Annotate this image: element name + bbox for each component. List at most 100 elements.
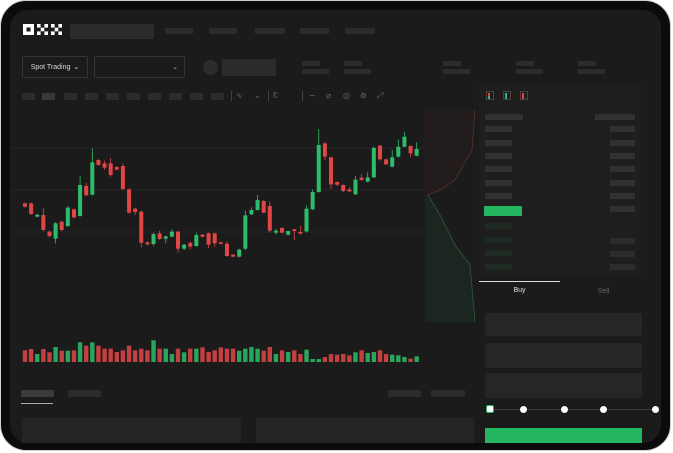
nav-item[interactable]: [300, 28, 329, 34]
candle-body: [96, 160, 101, 166]
ask-amount: [610, 206, 635, 212]
tab-buy[interactable]: Buy: [513, 287, 526, 294]
depth-asks-area: [425, 110, 475, 195]
volume-bar: [53, 347, 58, 362]
bid-price: [485, 250, 512, 256]
timeframe-button[interactable]: [106, 93, 119, 100]
tab-order-history[interactable]: [68, 390, 101, 397]
tab-open-orders[interactable]: [21, 390, 54, 397]
candle-body: [237, 249, 242, 257]
tab-underline: [479, 281, 560, 282]
asks-only-icon[interactable]: [520, 91, 528, 100]
nav-item[interactable]: [345, 28, 375, 34]
camera-icon[interactable]: ◎: [343, 91, 350, 100]
volume-bar: [310, 359, 315, 362]
candle-body: [71, 209, 76, 218]
chevron-down-icon: ⌄: [73, 64, 80, 71]
volume-bar: [237, 350, 242, 362]
pair-name-placeholder: [222, 59, 276, 76]
bid-amount: [610, 238, 635, 244]
amount-input[interactable]: [485, 343, 642, 368]
volume-bar: [353, 352, 358, 362]
candle-body: [261, 201, 266, 213]
timeframe-button[interactable]: [64, 93, 77, 100]
volume-bar: [279, 350, 285, 362]
candle-body: [139, 211, 144, 243]
timeframe-button[interactable]: [211, 93, 224, 100]
tab-sell[interactable]: Sell: [597, 288, 610, 295]
volume-bar: [114, 352, 119, 362]
slider-step-75[interactable]: [600, 406, 607, 413]
volume-bar: [414, 356, 419, 362]
timeframe-button[interactable]: [169, 93, 182, 100]
settings-icon[interactable]: ⊚: [360, 91, 367, 100]
candle-body: [114, 167, 119, 170]
buy-button[interactable]: [485, 428, 642, 443]
ask-amount: [610, 180, 635, 186]
indicator-icon[interactable]: ∿: [236, 91, 243, 100]
ask-amount: [610, 166, 635, 172]
candle-body: [151, 234, 156, 245]
ask-price: [485, 180, 512, 186]
pair-dropdown[interactable]: ⌄: [94, 56, 185, 78]
volume-bar: [255, 348, 260, 362]
candle-body: [384, 159, 389, 165]
volume-bar: [396, 355, 401, 362]
timeframe-button[interactable]: [42, 93, 55, 100]
volume-bar: [181, 352, 187, 362]
volume-bar: [285, 352, 291, 362]
volume-bar: [102, 348, 107, 362]
slider-step-50[interactable]: [561, 406, 568, 413]
search-box[interactable]: [70, 24, 154, 39]
timeframe-button[interactable]: [85, 93, 98, 100]
volume-bar: [84, 345, 89, 362]
spot-trading-label: Spot Trading: [30, 63, 71, 71]
timeframe-button[interactable]: [22, 93, 35, 100]
candle-body: [84, 186, 89, 196]
volume-bar: [47, 352, 52, 362]
stat-value: [302, 69, 329, 74]
volume-bar: [145, 350, 150, 362]
filter-button[interactable]: [431, 390, 465, 397]
volume-bar: [120, 350, 126, 362]
timeframe-button[interactable]: [148, 93, 161, 100]
ruler-icon[interactable]: ⧄: [326, 91, 332, 100]
timeframe-button[interactable]: [127, 93, 140, 100]
volume-bar: [341, 354, 346, 362]
filter-button[interactable]: [388, 390, 421, 397]
candle-body: [90, 162, 95, 195]
both-sides-icon[interactable]: [486, 91, 494, 100]
candle-body: [249, 210, 254, 215]
volume-bar: [408, 358, 413, 362]
candle-body: [304, 208, 309, 232]
chart-type-icon[interactable]: ⌄: [254, 91, 261, 100]
ask-amount: [610, 153, 635, 159]
order-panel: [22, 418, 241, 443]
amount-slider-track[interactable]: [490, 409, 656, 410]
volume-bar: [292, 350, 297, 362]
candlestick-chart[interactable]: [10, 105, 480, 370]
slider-handle[interactable]: [486, 405, 494, 413]
bids-only-icon[interactable]: [503, 91, 511, 100]
nav-item[interactable]: [209, 28, 237, 34]
candle-body: [29, 203, 34, 215]
volume-bar: [402, 357, 407, 362]
spot-trading-selector[interactable]: Spot Trading ⌄: [22, 56, 88, 78]
volume-bar: [132, 350, 138, 362]
total-input[interactable]: [485, 373, 642, 398]
volume-bar: [365, 353, 370, 362]
bid-amount: [610, 264, 635, 270]
timeframe-button[interactable]: [190, 93, 203, 100]
volume-bar: [35, 354, 40, 362]
fullscreen-icon[interactable]: ⤢: [377, 91, 384, 100]
layout-icon[interactable]: Ɛ: [273, 91, 278, 100]
orderbook-header-amount: [595, 114, 635, 120]
price-input[interactable]: [485, 313, 642, 336]
nav-item[interactable]: [165, 28, 193, 34]
last-price-highlight: [484, 206, 522, 216]
line-tool-icon[interactable]: ∼: [309, 91, 316, 100]
nav-item[interactable]: [255, 28, 285, 34]
slider-step-100[interactable]: [652, 406, 659, 413]
candle-body: [408, 146, 413, 154]
slider-step-25[interactable]: [520, 406, 527, 413]
